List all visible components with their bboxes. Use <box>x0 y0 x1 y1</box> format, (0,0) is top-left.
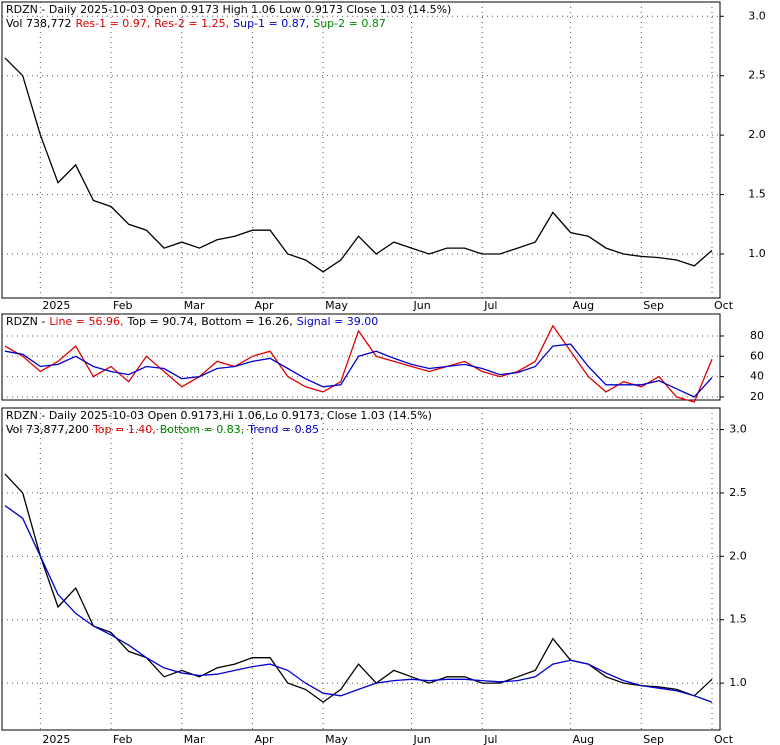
series-line <box>4 505 713 703</box>
y-tick-label: 3.0 <box>729 423 747 436</box>
header-text: Sup-1 = 0.87, <box>233 17 309 30</box>
series-line <box>4 343 713 398</box>
header-text: Bottom = 0.83, <box>160 423 245 436</box>
y-tick-label: 1.0 <box>748 247 766 260</box>
header-text: Signal = 39.00 <box>297 315 379 328</box>
x-tick-label: Sep <box>643 733 664 745</box>
header-text: RDZN - Daily 2025-10-03 Open 0.9173 High… <box>6 3 451 16</box>
x-tick-label: Feb <box>113 299 132 312</box>
series-line <box>4 473 713 703</box>
x-tick-label: Oct <box>714 733 734 745</box>
header-text: RDZN - Daily 2025-10-03 Open 0.9173,Hi 1… <box>6 409 432 422</box>
x-tick-label: May <box>325 733 348 745</box>
header-text: Top = 1.40, <box>92 423 156 436</box>
header-text: Top = 90.74, <box>126 315 197 328</box>
y-tick-label: 20 <box>750 390 764 403</box>
x-tick-label: 2025 <box>42 299 70 312</box>
header-text: Vol 738,772 <box>6 17 71 30</box>
y-tick-label: 2.5 <box>748 69 766 82</box>
y-tick-label: 60 <box>750 349 764 362</box>
header-line: Vol 73,877,200 Top = 1.40, Bottom = 0.83, T… <box>6 423 319 436</box>
y-tick-label: 2.0 <box>748 128 766 141</box>
y-tick-label: 40 <box>750 370 764 383</box>
x-tick-label: Jun <box>413 733 431 745</box>
y-tick-label: 80 <box>750 329 764 342</box>
header-text: Res-2 = 1.25, <box>154 17 229 30</box>
y-tick-label: 2.0 <box>729 549 747 562</box>
series-line <box>4 324 713 403</box>
panel-frame <box>1 1 721 299</box>
header-text: Sup-2 = 0.87 <box>313 17 386 30</box>
y-tick-label: 1.0 <box>729 676 747 689</box>
header-line: RDZN - Daily 2025-10-03 Open 0.9173 High… <box>6 3 451 16</box>
header-text: Vol 73,877,200 <box>6 423 89 436</box>
x-tick-label: Mar <box>184 299 205 312</box>
series-line <box>4 57 713 273</box>
y-tick-label: 1.5 <box>748 188 766 201</box>
panel-frame <box>1 407 721 731</box>
x-tick-label: May <box>325 299 348 312</box>
x-tick-label: Apr <box>254 299 274 312</box>
x-tick-label: Aug <box>573 733 594 745</box>
header-line: Vol 738,772 Res-1 = 0.97, Res-2 = 1.25, Sup… <box>6 17 386 30</box>
y-tick-label: 1.5 <box>729 613 747 626</box>
x-tick-label: Jul <box>483 733 497 745</box>
x-tick-label: 2025 <box>42 733 70 745</box>
panel-frame <box>1 313 721 401</box>
x-tick-label: Oct <box>714 299 734 312</box>
header-text: RDZN - <box>6 315 45 328</box>
x-tick-label: Aug <box>573 299 594 312</box>
y-tick-label: 2.5 <box>729 486 747 499</box>
header-text: Line = 56.96, <box>49 315 123 328</box>
x-tick-label: Feb <box>113 733 132 745</box>
x-tick-label: Apr <box>254 733 274 745</box>
header-text: Bottom = 16.26, <box>201 315 293 328</box>
header-line: RDZN - Daily 2025-10-03 Open 0.9173,Hi 1… <box>6 409 432 422</box>
x-tick-label: Sep <box>643 299 664 312</box>
x-tick-label: Mar <box>184 733 205 745</box>
y-tick-label: 3.0 <box>748 9 766 22</box>
header-text: Trend = 0.85 <box>247 423 319 436</box>
header-line: RDZN - Line = 56.96, Top = 90.74, Bottom = … <box>6 315 378 328</box>
header-text: Res-1 = 0.97, <box>75 17 150 30</box>
x-tick-label: Jun <box>413 299 431 312</box>
x-tick-label: Jul <box>483 299 497 312</box>
